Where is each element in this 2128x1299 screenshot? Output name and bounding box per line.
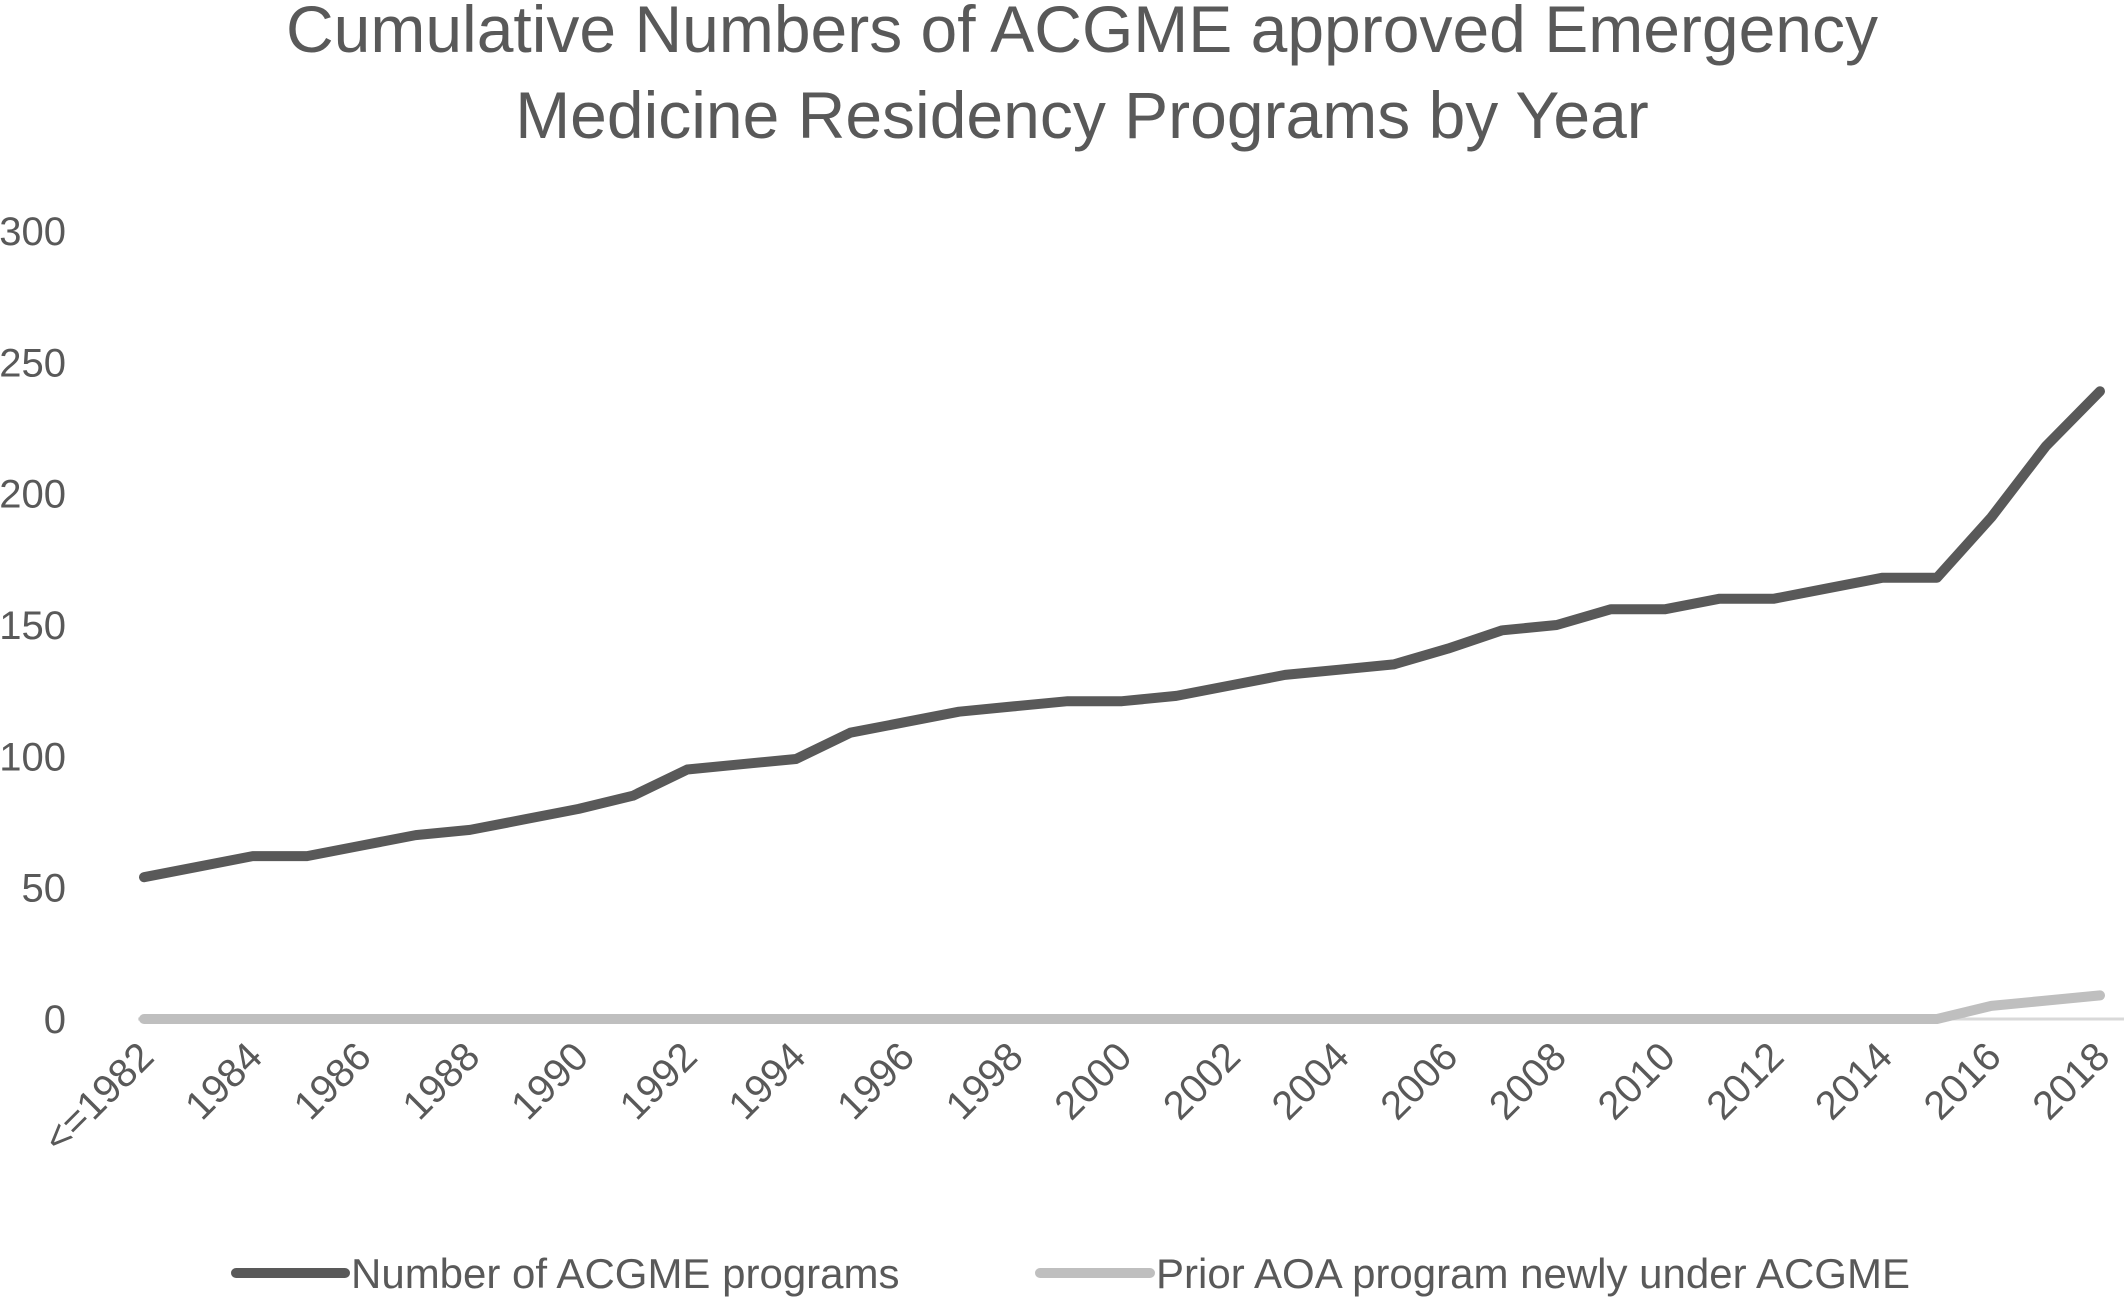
x-tick-label: 2006 xyxy=(1372,1034,1466,1128)
x-tick-label: 2018 xyxy=(2024,1034,2118,1128)
x-tick-label: 1992 xyxy=(612,1034,706,1128)
y-axis-ticks: 0 50 100 150 200 250 300 xyxy=(0,210,66,1042)
x-tick-label: 2004 xyxy=(1264,1034,1358,1128)
x-tick-label: 2002 xyxy=(1155,1034,1249,1128)
chart-title-line-1: Cumulative Numbers of ACGME approved Eme… xyxy=(286,0,1878,66)
y-tick-label: 150 xyxy=(0,604,66,648)
x-tick-label: 1996 xyxy=(829,1034,923,1128)
legend-label-2: Prior AOA program newly under ACGME xyxy=(1156,1250,1910,1297)
series-line-1 xyxy=(139,386,2105,883)
x-tick-label: 2000 xyxy=(1046,1034,1140,1128)
legend: Number of ACGME programs Prior AOA progra… xyxy=(231,1250,1910,1297)
y-tick-label: 50 xyxy=(22,867,67,911)
y-tick-label: 250 xyxy=(0,341,66,385)
x-tick-label: 2008 xyxy=(1481,1034,1575,1128)
x-tick-label: 2012 xyxy=(1698,1034,1792,1128)
x-tick-label: 1986 xyxy=(286,1034,380,1128)
x-tick-label: 1990 xyxy=(503,1034,597,1128)
x-tick-label: 1994 xyxy=(720,1034,814,1128)
x-tick-label: 1988 xyxy=(394,1034,488,1128)
y-tick-label: 0 xyxy=(44,998,66,1042)
x-tick-label: 2016 xyxy=(1916,1034,2010,1128)
y-tick-label: 300 xyxy=(0,210,66,254)
x-axis-ticks: <=1982 1984 1986 1988 1990 1992 1994 1996 1998 20… xyxy=(35,1034,2118,1161)
series-lines xyxy=(139,386,2105,1024)
chart-title-line-2: Medicine Residency Programs by Year xyxy=(515,78,1649,152)
y-tick-label: 100 xyxy=(0,735,66,779)
x-tick-label: 2010 xyxy=(1590,1034,1684,1128)
legend-label-1: Number of ACGME programs xyxy=(351,1250,900,1297)
series-line-2 xyxy=(139,990,2105,1024)
x-tick-label: 2014 xyxy=(1807,1034,1901,1128)
x-tick-label: 1998 xyxy=(938,1034,1032,1128)
x-tick-label: 1984 xyxy=(177,1034,271,1128)
y-tick-label: 200 xyxy=(0,473,66,517)
x-tick-label: <=1982 xyxy=(35,1034,162,1161)
